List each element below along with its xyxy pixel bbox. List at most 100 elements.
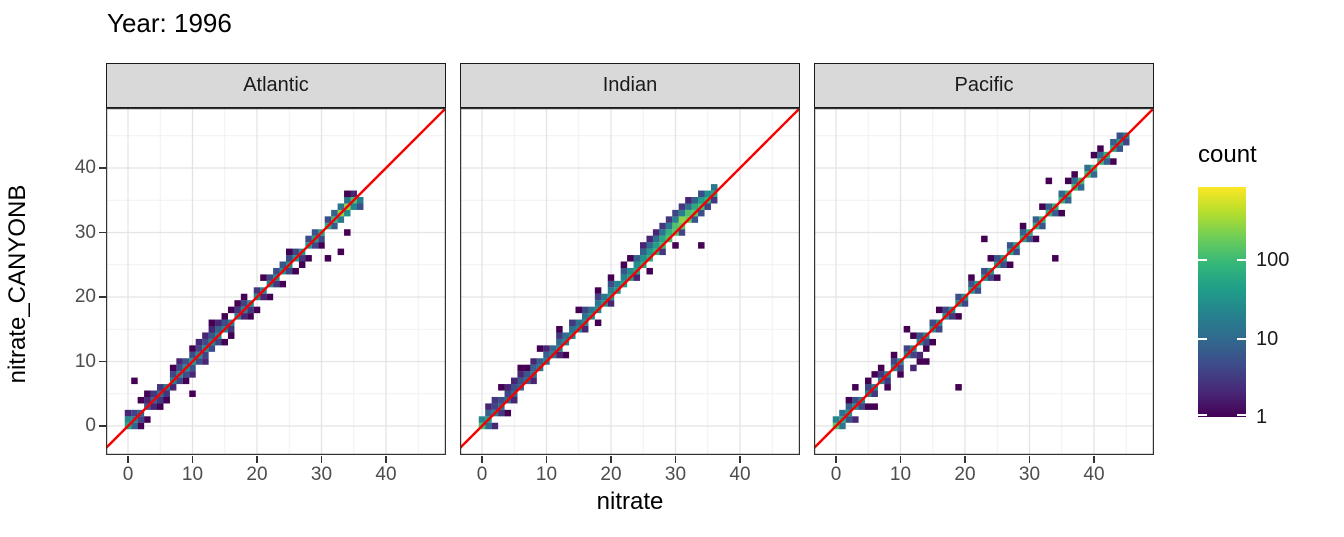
bin2d-tile <box>150 390 158 397</box>
x-tick-label: 20 <box>246 464 268 485</box>
bin2d-tile <box>498 396 505 404</box>
bin2d-tile <box>691 216 699 223</box>
bin2d-tile <box>221 338 228 346</box>
identity-reference-line <box>106 108 446 450</box>
x-tick-mark <box>964 456 966 463</box>
bin2d-tile <box>633 274 641 281</box>
bin2d-tile <box>292 267 299 275</box>
bin2d-tile <box>704 203 711 210</box>
bin2d-tile <box>311 242 319 249</box>
identity-reference-line <box>460 108 800 450</box>
bin2d-tile <box>504 409 512 417</box>
bin2d-tile <box>607 280 615 288</box>
bin2d-tile <box>247 306 254 314</box>
bin2d-tile <box>704 190 711 198</box>
bin2d-tile <box>491 396 499 404</box>
bin2d-tile <box>923 338 930 346</box>
bin2d-tile <box>137 396 145 404</box>
bin2d-tile <box>163 390 170 397</box>
bin2d-tile <box>124 409 132 417</box>
bin2d-tile <box>607 300 615 307</box>
bin2d-tile <box>588 306 595 314</box>
bin2d-tile <box>189 371 196 378</box>
bin2d-tile <box>1123 138 1130 146</box>
bin2d-tile <box>652 235 660 243</box>
bin2d-tile <box>594 300 602 307</box>
bin2d-tile <box>286 267 293 275</box>
x-tick-label: 40 <box>729 464 751 485</box>
bin2d-tile <box>1006 242 1014 249</box>
bin2d-tile <box>981 235 988 243</box>
legend-tick-mark <box>1237 337 1246 340</box>
x-tick-label: 30 <box>310 464 333 485</box>
bin2d-tile <box>311 229 319 236</box>
bin2d-tile <box>865 403 872 410</box>
bin2d-tile <box>581 313 589 320</box>
bin2d-tile <box>504 384 512 391</box>
bin2d-tile <box>942 306 949 314</box>
bin2d-tile <box>884 377 891 385</box>
x-tick-label: 40 <box>375 464 397 485</box>
bin2d-tile <box>865 384 872 391</box>
bin2d-tile <box>202 338 209 346</box>
bin2d-tile <box>871 390 878 397</box>
bin2d-tile <box>652 242 660 249</box>
bin2d-tile <box>523 371 531 378</box>
bin2d-tile <box>298 255 306 262</box>
bin2d-tile <box>202 332 209 339</box>
bin2d-tile <box>620 261 628 268</box>
x-tick-label: 10 <box>535 464 558 485</box>
facet-strip-label: Indian <box>602 74 658 96</box>
legend-colorbar <box>1198 187 1246 417</box>
bin2d-tile <box>556 332 563 339</box>
bin2d-tile <box>981 267 988 275</box>
bin2d-tile <box>1039 203 1046 210</box>
bin2d-tile <box>208 319 216 327</box>
bin2d-tile <box>344 190 351 198</box>
bin2d-tile <box>1090 171 1098 178</box>
bin2d-tile <box>344 209 351 217</box>
bin2d-tile <box>1064 177 1072 185</box>
bin2d-tile <box>208 332 216 339</box>
x-tick-mark <box>899 456 902 463</box>
x-tick-mark <box>835 456 837 463</box>
bin2d-tile <box>189 351 196 359</box>
bin2d-tile <box>987 274 995 281</box>
legend-tick-mark <box>1198 337 1207 340</box>
x-tick-label: 20 <box>954 464 976 485</box>
legend-title: count <box>1198 141 1257 168</box>
bin2d-tile <box>903 345 911 352</box>
x-tick-mark <box>127 456 129 463</box>
bin2d-tile <box>987 255 995 262</box>
bin2d-tile <box>858 403 866 410</box>
x-tick-mark <box>320 456 323 463</box>
bin2d-tile <box>157 384 164 391</box>
bin2d-tile <box>594 287 602 294</box>
bin2d-tile <box>923 345 930 352</box>
bin2d-tile <box>556 338 563 346</box>
bin2d-tile <box>845 396 853 404</box>
bin2d-tile <box>678 209 686 217</box>
bin2d-tile <box>511 377 518 385</box>
x-tick-label: 0 <box>830 464 842 485</box>
bin2d-tile <box>131 409 138 417</box>
bin2d-tile <box>871 371 878 378</box>
y-tick-label: 10 <box>74 350 96 372</box>
bin2d-tile <box>286 255 293 262</box>
bin2d-tile <box>549 345 557 352</box>
bin2d-tile <box>640 255 647 262</box>
bin2d-tile <box>594 293 602 301</box>
bin2d-tile <box>491 422 499 430</box>
bin2d-tile <box>698 209 705 217</box>
bin2d-tile <box>530 377 537 385</box>
x-tick-label: 0 <box>476 464 488 485</box>
bin2d-tile <box>607 287 615 294</box>
bin2d-tile <box>601 293 608 301</box>
x-tick-mark <box>385 456 387 463</box>
y-tick-mark <box>99 231 106 234</box>
bin2d-tile <box>182 358 190 365</box>
bin2d-tile <box>485 409 492 417</box>
bin2d-tile <box>176 364 183 372</box>
bin2d-tile <box>903 326 911 333</box>
bin2d-tile <box>215 326 222 333</box>
